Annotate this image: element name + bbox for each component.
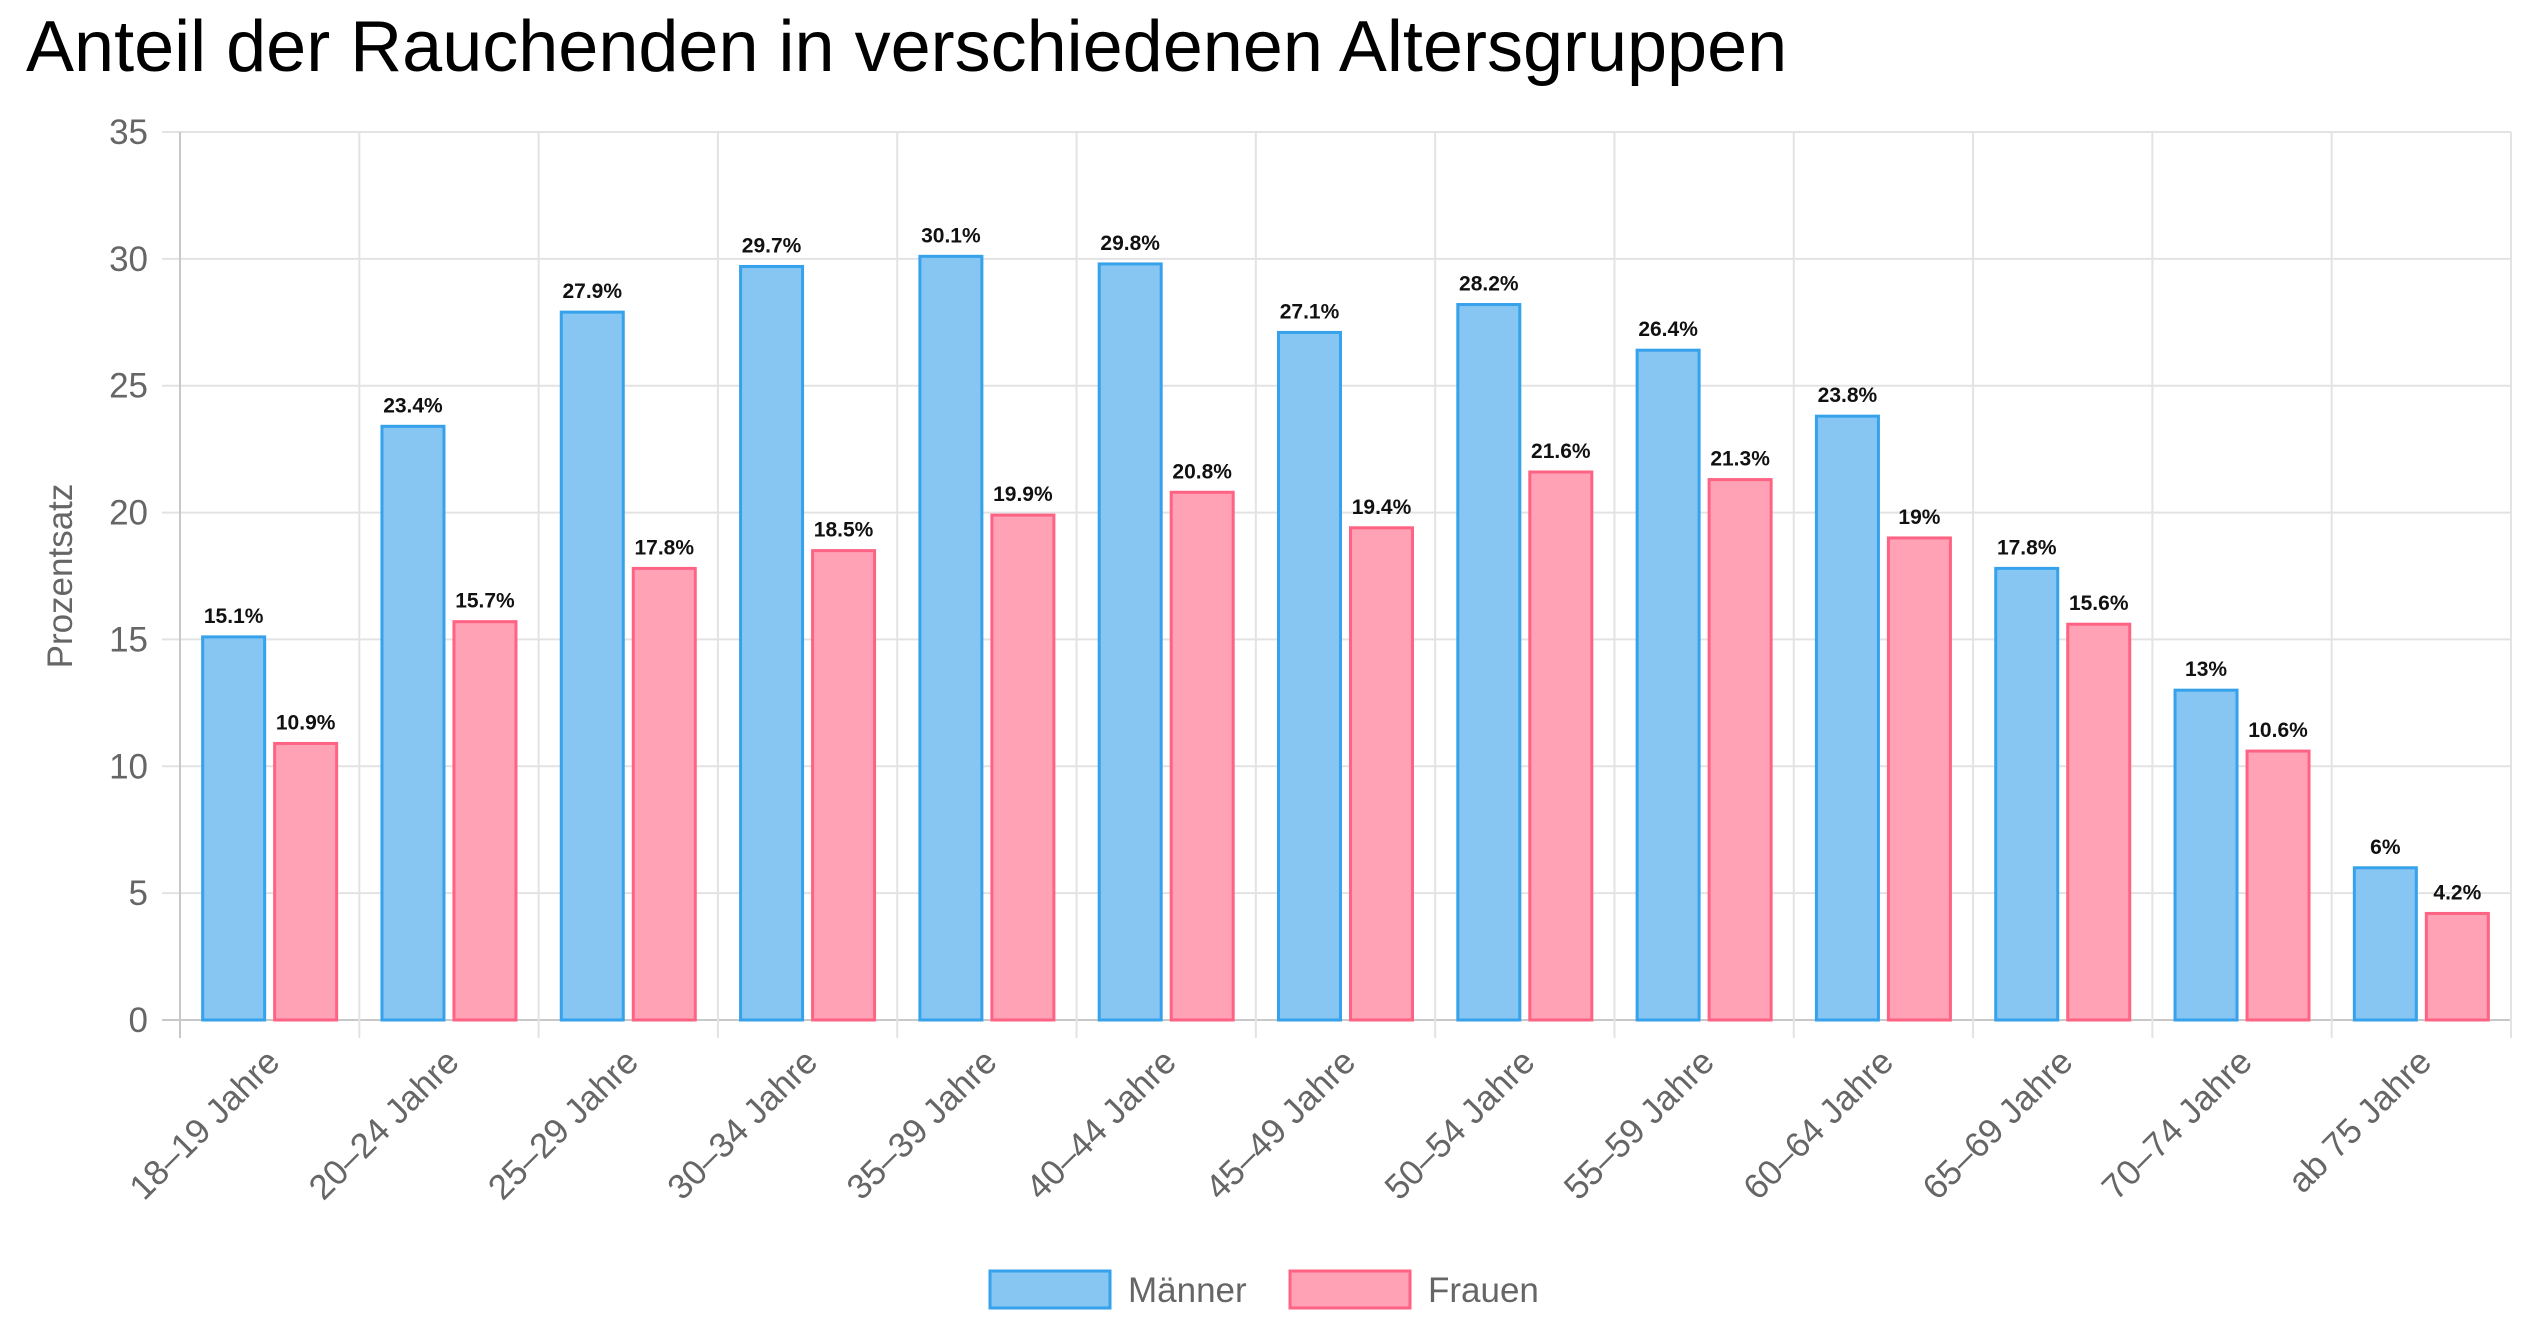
legend-swatch[interactable] bbox=[1288, 1269, 1412, 1310]
bar-maenner[interactable] bbox=[1456, 303, 1522, 1022]
data-label: 21.6% bbox=[1531, 440, 1591, 463]
x-axis-ticks: 18–19 Jahre 20–24 Jahre 25–29 Jahre 30–34 J… bbox=[122, 1042, 2439, 1207]
x-tick-label: 40–44 Jahre bbox=[1019, 1042, 1184, 1207]
data-label: 19.9% bbox=[993, 483, 1053, 506]
bar-maenner[interactable] bbox=[918, 254, 984, 1022]
grid-lines bbox=[162, 131, 2512, 1038]
bar-frauen[interactable] bbox=[2245, 749, 2311, 1022]
data-label: 23.8% bbox=[1818, 384, 1878, 407]
y-tick-label: 15 bbox=[109, 620, 148, 659]
bar-maenner[interactable] bbox=[1814, 414, 1880, 1022]
x-tick-label: 35–39 Jahre bbox=[839, 1042, 1004, 1207]
y-tick-label: 30 bbox=[109, 240, 148, 279]
bar-maenner[interactable] bbox=[2173, 688, 2239, 1022]
x-tick-label: ab 75 Jahre bbox=[2281, 1042, 2439, 1200]
bar-frauen[interactable] bbox=[1349, 526, 1414, 1022]
data-label: 29.8% bbox=[1100, 232, 1160, 255]
bar-maenner[interactable] bbox=[2352, 866, 2418, 1022]
legend-label[interactable]: Frauen bbox=[1428, 1271, 1539, 1310]
data-label: 21.3% bbox=[1710, 448, 1770, 471]
x-tick-label: 55–59 Jahre bbox=[1557, 1042, 1722, 1207]
bar-maenner[interactable] bbox=[559, 310, 625, 1022]
y-tick-label: 0 bbox=[129, 1001, 148, 1040]
bar-maenner[interactable] bbox=[1635, 348, 1701, 1022]
chart-title: Anteil der Rauchenden in verschiedenen A… bbox=[26, 7, 1788, 87]
bar-frauen[interactable] bbox=[452, 620, 518, 1022]
data-label: 28.2% bbox=[1459, 273, 1519, 296]
data-labels: 15.1% 23.4% 27.9% 29.7% 30.1% 29.8% 27.1% 28.2%… bbox=[204, 224, 2482, 904]
bar-frauen[interactable] bbox=[1528, 470, 1594, 1022]
data-label: 18.5% bbox=[814, 519, 874, 542]
legend-swatch[interactable] bbox=[988, 1269, 1112, 1310]
data-label: 4.2% bbox=[2433, 881, 2481, 904]
bar-frauen[interactable] bbox=[2424, 911, 2490, 1022]
y-tick-label: 20 bbox=[109, 494, 148, 533]
y-axis-ticks: 0 5 10 15 20 25 30 35 bbox=[109, 113, 148, 1040]
y-tick-label: 25 bbox=[109, 367, 148, 406]
bar-maenner[interactable] bbox=[739, 264, 805, 1022]
bar-frauen[interactable] bbox=[631, 566, 697, 1022]
bar-frauen[interactable] bbox=[273, 741, 339, 1022]
x-tick-label: 25–29 Jahre bbox=[481, 1042, 646, 1207]
data-label: 23.4% bbox=[383, 394, 443, 417]
data-label: 17.8% bbox=[634, 536, 694, 559]
bar-maenner[interactable] bbox=[1277, 330, 1342, 1022]
data-label: 15.6% bbox=[2069, 592, 2129, 615]
data-label: 29.7% bbox=[742, 234, 802, 257]
x-tick-label: 60–64 Jahre bbox=[1736, 1042, 1901, 1207]
x-tick-label: 20–24 Jahre bbox=[301, 1042, 466, 1207]
data-label: 17.8% bbox=[1997, 536, 2057, 559]
bar-frauen[interactable] bbox=[990, 513, 1056, 1022]
data-label: 27.1% bbox=[1280, 300, 1340, 323]
legend-label[interactable]: Männer bbox=[1128, 1271, 1247, 1310]
data-label: 15.7% bbox=[455, 590, 515, 613]
bar-maenner[interactable] bbox=[201, 635, 267, 1022]
x-tick-label: 18–19 Jahre bbox=[122, 1042, 287, 1207]
x-tick-label: 45–49 Jahre bbox=[1198, 1042, 1363, 1207]
y-tick-label: 35 bbox=[109, 113, 148, 152]
bar-maenner[interactable] bbox=[1994, 566, 2060, 1022]
data-label: 19% bbox=[1898, 506, 1940, 529]
data-label: 30.1% bbox=[921, 224, 981, 247]
data-label: 20.8% bbox=[1172, 460, 1232, 483]
bar-maenner[interactable] bbox=[380, 424, 446, 1022]
data-label: 10.9% bbox=[276, 711, 336, 734]
data-label: 15.1% bbox=[204, 605, 264, 628]
y-tick-label: 10 bbox=[109, 747, 148, 786]
data-label: 19.4% bbox=[1352, 496, 1412, 519]
y-tick-label: 5 bbox=[129, 874, 148, 913]
bar-frauen[interactable] bbox=[811, 549, 877, 1022]
data-label: 26.4% bbox=[1638, 318, 1698, 341]
bars bbox=[201, 254, 2490, 1022]
y-axis-title: Prozentsatz bbox=[41, 484, 80, 669]
data-label: 6% bbox=[2370, 836, 2401, 859]
x-tick-label: 70–74 Jahre bbox=[2095, 1042, 2260, 1207]
x-tick-label: 65–69 Jahre bbox=[1915, 1042, 2080, 1207]
x-tick-label: 30–34 Jahre bbox=[660, 1042, 825, 1207]
legend[interactable]: Männer Frauen bbox=[988, 1269, 1539, 1310]
bar-frauen[interactable] bbox=[2066, 622, 2132, 1022]
bar-frauen[interactable] bbox=[1886, 536, 1952, 1022]
data-label: 10.6% bbox=[2248, 719, 2308, 742]
data-label: 13% bbox=[2185, 658, 2227, 681]
data-label: 27.9% bbox=[562, 280, 622, 303]
bar-maenner[interactable] bbox=[1097, 262, 1163, 1022]
bar-frauen[interactable] bbox=[1707, 478, 1773, 1022]
x-tick-label: 50–54 Jahre bbox=[1377, 1042, 1542, 1207]
bar-frauen[interactable] bbox=[1169, 490, 1235, 1022]
